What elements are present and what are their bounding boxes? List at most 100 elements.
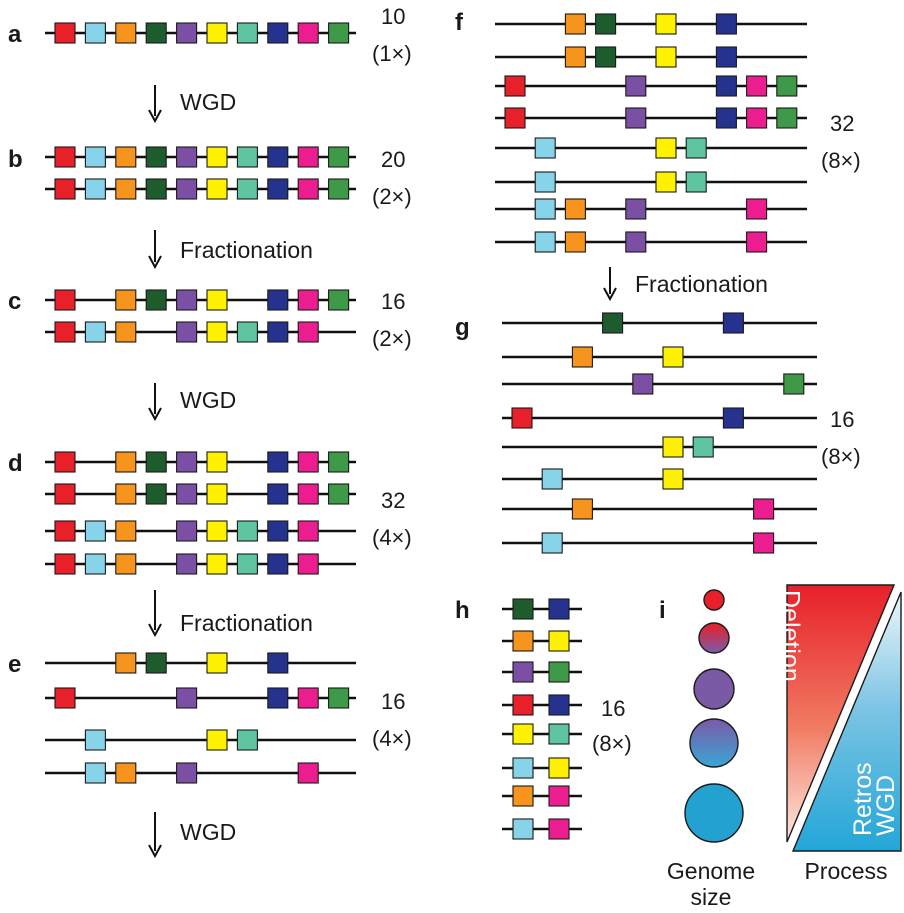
gene-navy (715, 107, 737, 129)
gene-orange (512, 785, 534, 807)
ploidy-a: (1×) (372, 41, 412, 66)
gene-cyan (534, 231, 556, 253)
panel-label-g: g (455, 314, 470, 341)
gene-navy (715, 75, 737, 97)
gene-yellow (548, 757, 570, 779)
gene-navy (267, 22, 289, 44)
panel-label-c: c (8, 288, 21, 315)
gene-yellow (662, 346, 684, 368)
gene-dkgreen (145, 289, 167, 311)
gene-red (54, 687, 76, 709)
gene-cyan (534, 137, 556, 159)
gene-pink (746, 107, 768, 129)
gene-green (328, 451, 350, 473)
size-circle-2 (698, 622, 730, 654)
gene-navy (722, 312, 744, 334)
gene-orange (564, 231, 586, 253)
gene-green (328, 687, 350, 709)
gene-purple (176, 553, 198, 575)
step-label-5: WGD (180, 819, 236, 845)
panel-label-a: a (8, 21, 22, 48)
gene-orange (115, 483, 137, 505)
gene-cyan (541, 468, 563, 490)
gene-dkgreen (145, 22, 167, 44)
step-arrow-3 (148, 383, 162, 422)
gene-red (54, 178, 76, 200)
panel-label-i: i (659, 597, 666, 624)
gene-cyan (84, 553, 106, 575)
gene-orange (115, 762, 137, 784)
gene-yellow (206, 146, 228, 168)
gene-purple (176, 520, 198, 542)
gene-cyan (84, 520, 106, 542)
gene-red (54, 289, 76, 311)
gene-red (54, 483, 76, 505)
gene-red (54, 321, 76, 343)
gene-red (54, 520, 76, 542)
gene-purple (176, 146, 198, 168)
gene-yellow (206, 178, 228, 200)
step-label-6: Fractionation (635, 271, 768, 297)
gene-yellow (206, 289, 228, 311)
gene-cyan (84, 729, 106, 751)
panel-g-chromosomes (502, 312, 817, 554)
gene-purple (176, 22, 198, 44)
gene-pink (297, 451, 319, 473)
gene-teal (236, 553, 258, 575)
gene-green (328, 483, 350, 505)
step-arrow-5 (148, 812, 162, 859)
gene-green (328, 178, 350, 200)
step-label-4: Fractionation (180, 610, 313, 636)
gene-cyan (512, 818, 534, 840)
gene-teal (236, 729, 258, 751)
gene-navy (548, 694, 570, 716)
gene-green (328, 146, 350, 168)
size-circle-3 (693, 668, 735, 710)
wgd-label: WGD (872, 775, 900, 836)
gene-yellow (662, 436, 684, 458)
gene-yellow (206, 553, 228, 575)
gene-orange (115, 178, 137, 200)
gene-yellow (206, 652, 228, 674)
size-circle-4 (689, 718, 739, 768)
gene-red (54, 22, 76, 44)
gene-teal (692, 436, 714, 458)
gene-navy (715, 46, 737, 68)
gene-orange (564, 46, 586, 68)
gene-purple (512, 661, 534, 683)
gene-red (504, 75, 526, 97)
gene-yellow (655, 13, 677, 35)
gene-cyan (84, 178, 106, 200)
gene-orange (115, 321, 137, 343)
gene-navy (267, 321, 289, 343)
gene-navy (715, 13, 737, 35)
step-label-1: WGD (180, 89, 236, 115)
gene-dkgreen (145, 146, 167, 168)
gene-orange (115, 146, 137, 168)
gene-yellow (206, 729, 228, 751)
gene-orange (115, 289, 137, 311)
gene-orange (571, 346, 593, 368)
process-triangles (786, 584, 902, 852)
count-e: 16 (381, 689, 405, 714)
gene-yellow (655, 46, 677, 68)
gene-pink (746, 75, 768, 97)
gene-pink (753, 532, 775, 554)
count-c: 16 (381, 289, 405, 314)
gene-orange (115, 520, 137, 542)
gene-purple (176, 451, 198, 473)
gene-cyan (84, 762, 106, 784)
gene-green (776, 75, 798, 97)
panel-label-d: d (8, 450, 23, 477)
gene-pink (548, 785, 570, 807)
gene-green (328, 22, 350, 44)
count-h: 16 (601, 696, 625, 721)
gene-navy (267, 553, 289, 575)
gene-teal (236, 520, 258, 542)
gene-pink (297, 289, 319, 311)
step-label-3: WGD (180, 387, 236, 413)
step-arrow-1 (148, 85, 162, 124)
gene-teal (685, 171, 707, 193)
gene-orange (115, 451, 137, 473)
